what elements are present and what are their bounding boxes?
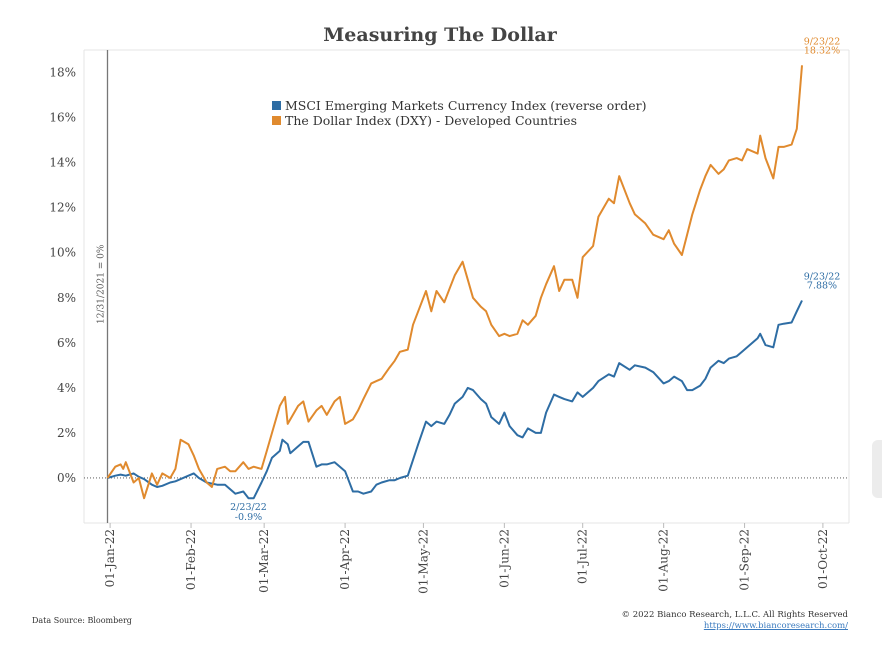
y-tick-label: 12% [49, 201, 76, 215]
x-tick-label: 01-Mar-22 [257, 529, 271, 593]
annotation-label: -0.9% [235, 512, 262, 523]
chart-axes: 0% 2% 4% 6% 8% 10% 12% 14% 16% 18% 01-Jan-22 01-Feb… [49, 49, 850, 594]
y-tick-label: 10% [49, 246, 76, 260]
y-tick-label: 8% [57, 291, 76, 305]
legend-label-msci: MSCI Emerging Markets Currency Index (re… [285, 98, 647, 113]
y-tick-label: 0% [57, 471, 76, 485]
msci-series-line [107, 300, 803, 500]
chart: Measuring The Dollar 0% 2% 4% 6% 8% 10% 12% 14%… [49, 24, 850, 594]
x-tick-label: 01-Jul-22 [576, 529, 590, 584]
y-tick-label: 14% [49, 156, 76, 170]
chart-title: Measuring The Dollar [323, 24, 557, 46]
annotation-label: 7.88% [807, 280, 837, 291]
legend-label-dxy: The Dollar Index (DXY) - Developed Count… [285, 113, 577, 128]
series-lines [106, 65, 803, 500]
y-tick-label: 16% [49, 111, 76, 125]
annotation-label: 18.32% [804, 45, 840, 56]
legend-swatch-msci [272, 101, 281, 110]
copyright-text: © 2022 Bianco Research, L.L.C. All Right… [621, 610, 848, 620]
legend-swatch-dxy [272, 116, 281, 125]
legend: MSCI Emerging Markets Currency Index (re… [272, 98, 647, 128]
x-tick-label: 01-Jun-22 [497, 529, 511, 588]
annotation-label: 9/23/22 [804, 271, 841, 282]
x-tick-label: 01-May-22 [416, 529, 430, 594]
reference-line-group: 12/31/2021 = 0% [96, 50, 109, 523]
y-tick-label: 18% [49, 66, 76, 80]
x-tick-label: 01-Aug-22 [657, 529, 671, 592]
website-link[interactable]: https://www.biancoresearch.com/ [703, 621, 848, 631]
y-tick-label: 6% [57, 336, 76, 350]
scrollbar-nub[interactable] [872, 440, 882, 498]
copyright-block: © 2022 Bianco Research, L.L.C. All Right… [622, 610, 848, 632]
x-tick-label: 01-Oct-22 [816, 529, 830, 589]
x-tick-label: 01-Feb-22 [184, 529, 198, 590]
x-tick-label: 01-Jan-22 [103, 529, 117, 587]
reference-line-label: 12/31/2021 = 0% [96, 244, 106, 324]
x-tick-label: 01-Sep-22 [738, 529, 752, 591]
annotation-label: 2/23/22 [230, 502, 267, 513]
x-tick-label: 01-Apr-22 [338, 529, 352, 590]
data-source-note: Data Source: Bloomberg [32, 616, 132, 625]
dxy-series-line [106, 65, 803, 500]
y-tick-label: 2% [57, 426, 76, 440]
annotation-label: 9/23/22 [804, 36, 841, 47]
y-tick-label: 4% [57, 381, 76, 395]
